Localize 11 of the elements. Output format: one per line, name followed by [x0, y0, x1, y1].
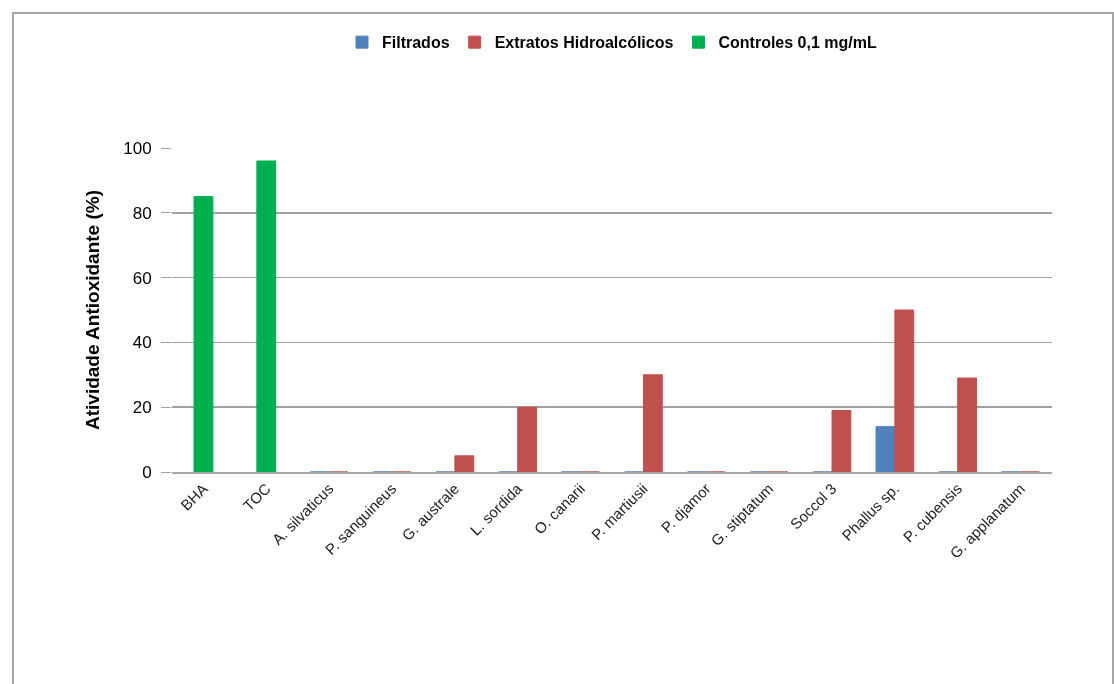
y-tick-label: 0: [142, 462, 152, 482]
y-tick-label: 40: [132, 333, 152, 353]
legend-label: Filtrados: [382, 34, 450, 52]
x-tick-label: TOC: [239, 479, 274, 515]
y-tick-label: 20: [132, 398, 152, 418]
y-axis-title: Atividade Antioxidante (%): [82, 190, 104, 430]
legend-label: Extratos Hidroalcólicos: [494, 34, 674, 52]
y-tick-label: 100: [123, 138, 152, 158]
y-tick-label: 80: [132, 203, 152, 223]
legend-label: Controles 0,1 mg/mL: [718, 34, 877, 52]
y-tick-label: 60: [132, 268, 152, 288]
